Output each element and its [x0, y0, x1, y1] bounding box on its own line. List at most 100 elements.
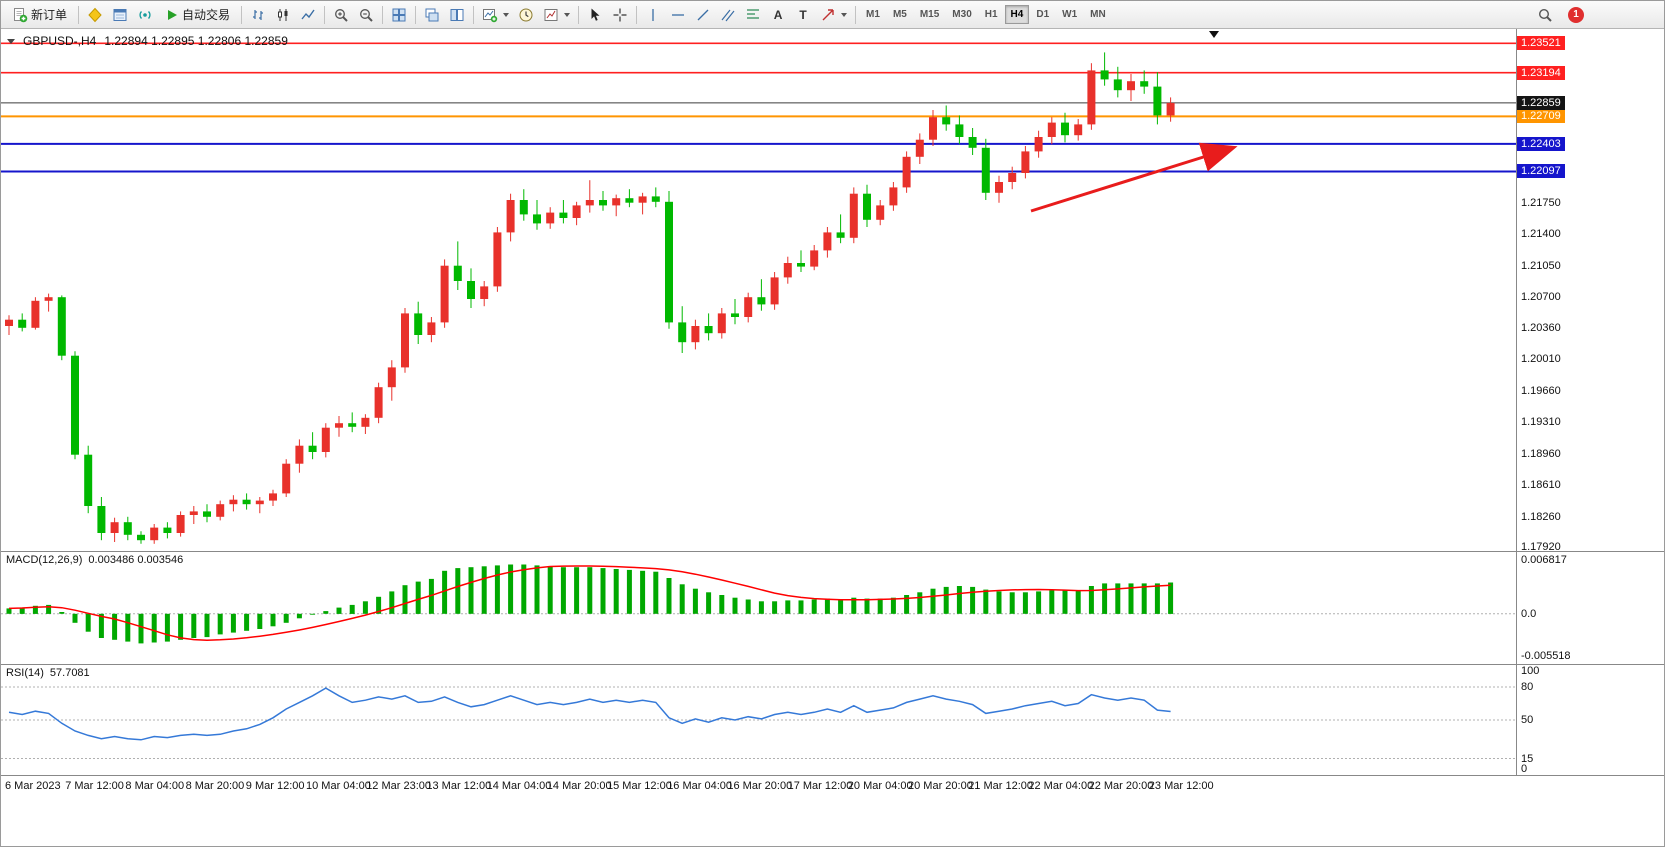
- chevron-down-icon: [564, 12, 571, 17]
- time-label: 15 Mar 12:00: [607, 780, 672, 792]
- new-order-button[interactable]: 新订单: [5, 4, 74, 26]
- timeframe-button-mn[interactable]: MN: [1084, 5, 1112, 24]
- price-level-badge: 1.22403: [1517, 136, 1565, 151]
- market-watch-icon: [87, 7, 103, 23]
- vertical-line-icon: [645, 7, 661, 23]
- time-label: 17 Mar 12:00: [787, 780, 853, 792]
- template-chart-icon: [543, 7, 559, 23]
- trendline-icon: [695, 7, 711, 23]
- cascade-windows-button[interactable]: [420, 4, 444, 26]
- toolbar-separator: [415, 5, 417, 24]
- zoom-out-button[interactable]: [354, 4, 378, 26]
- label-tool-button[interactable]: T: [791, 4, 815, 26]
- timeframe-button-h4[interactable]: H4: [1004, 5, 1030, 24]
- templates-button[interactable]: [539, 4, 574, 26]
- current-price-badge: 1.22859: [1517, 95, 1565, 110]
- timeframe-button-m1[interactable]: M1: [860, 5, 886, 24]
- zoom-in-button[interactable]: [329, 4, 353, 26]
- time-axis[interactable]: 6 Mar 2023 7 Mar 12:00 8 Mar 04:00 8 Mar 20…: [1, 776, 1516, 798]
- chart-shift-marker-icon[interactable]: [1209, 31, 1219, 38]
- rsi-scale-label: 0: [1521, 763, 1528, 775]
- toolbar-separator: [855, 5, 857, 24]
- time-label: 7 Mar 12:00: [65, 780, 124, 792]
- search-button[interactable]: [1533, 4, 1557, 26]
- signals-button[interactable]: [133, 4, 157, 26]
- autotrading-label: 自动交易: [182, 8, 231, 22]
- price-tick: 1.21400: [1521, 228, 1561, 241]
- price-tick: 1.18610: [1521, 479, 1561, 492]
- crosshair-button[interactable]: [608, 4, 632, 26]
- time-label: 20 Mar 04:00: [847, 780, 913, 792]
- timeframe-button-w1[interactable]: W1: [1056, 5, 1083, 24]
- time-label: 12 Mar 23:00: [366, 780, 432, 792]
- label-tool-icon: T: [799, 7, 807, 22]
- price-chart-canvas[interactable]: [1, 29, 1516, 551]
- timeframe-button-d1[interactable]: D1: [1030, 5, 1055, 24]
- line-chart-icon: [300, 7, 316, 23]
- toolbar-separator: [578, 5, 580, 24]
- price-level-badge: 1.23521: [1517, 36, 1565, 51]
- macd-axis[interactable]: 0.006817 0.0 -0.005518: [1516, 552, 1664, 665]
- price-level-badge: 1.23194: [1517, 65, 1565, 80]
- chevron-down-icon: [503, 12, 510, 17]
- price-tick: 1.17920: [1521, 541, 1561, 554]
- rsi-label: RSI(14): [6, 667, 44, 679]
- crosshair-icon: [612, 7, 628, 23]
- time-label: 8 Mar 20:00: [185, 780, 245, 792]
- clock-icon: [518, 7, 534, 23]
- cascade-windows-icon: [424, 7, 440, 23]
- price-tick: 1.21050: [1521, 259, 1561, 272]
- candlestick-chart-button[interactable]: [271, 4, 295, 26]
- zoom-in-icon: [333, 7, 349, 23]
- fibonacci-button[interactable]: [741, 4, 765, 26]
- tile-windows-button[interactable]: [387, 4, 411, 26]
- price-tick: 1.20700: [1521, 291, 1561, 304]
- period-button[interactable]: [514, 4, 538, 26]
- macd-panel: MACD(12,26,9) 0.003486 0.003546: [1, 552, 1516, 665]
- chevron-down-icon: [841, 12, 848, 17]
- toolbar-separator: [382, 5, 384, 24]
- line-chart-button[interactable]: [296, 4, 320, 26]
- toolbar-separator: [473, 5, 475, 24]
- autotrading-play-icon: [165, 8, 179, 22]
- data-window-button[interactable]: [108, 4, 132, 26]
- bar-chart-button[interactable]: [246, 4, 270, 26]
- timeframe-button-h1[interactable]: H1: [979, 5, 1004, 24]
- vertical-line-button[interactable]: [641, 4, 665, 26]
- time-label: 9 Mar 12:00: [245, 780, 305, 792]
- zoom-out-icon: [358, 7, 374, 23]
- cursor-button[interactable]: [583, 4, 607, 26]
- text-tool-icon: A: [773, 7, 783, 22]
- macd-canvas[interactable]: [1, 552, 1516, 664]
- time-label: 22 Mar 04:00: [1028, 780, 1094, 792]
- price-chart-panel: GBPUSD-,H4 1.22894 1.22895 1.22806 1.228…: [1, 29, 1516, 552]
- tile-vertical-icon: [449, 7, 465, 23]
- time-label: 10 Mar 04:00: [306, 780, 371, 792]
- price-axis[interactable]: 1.21750 1.21400 1.21050 1.20700 1.20360 1.200…: [1516, 29, 1664, 554]
- new-chart-button[interactable]: [478, 4, 513, 26]
- notification-badge[interactable]: 1: [1568, 6, 1584, 23]
- macd-scale-max: 0.006817: [1521, 554, 1567, 566]
- timeframe-button-m15[interactable]: M15: [914, 5, 945, 24]
- channel-button[interactable]: [716, 4, 740, 26]
- market-watch-button[interactable]: [83, 4, 107, 26]
- timeframe-button-m30[interactable]: M30: [946, 5, 977, 24]
- channel-icon: [720, 7, 736, 23]
- horizontal-line-button[interactable]: [666, 4, 690, 26]
- text-tool-button[interactable]: A: [766, 4, 790, 26]
- fibonacci-icon: [745, 7, 761, 23]
- symbol-title: GBPUSD-,H4: [23, 34, 97, 48]
- rsi-scale-label: 80: [1521, 681, 1534, 693]
- rsi-canvas[interactable]: [1, 665, 1516, 775]
- rsi-axis[interactable]: 100 80 50 15 0: [1516, 665, 1664, 776]
- tile-vertical-button[interactable]: [445, 4, 469, 26]
- trendline-button[interactable]: [691, 4, 715, 26]
- bar-chart-icon: [250, 7, 266, 23]
- autotrading-button[interactable]: 自动交易: [158, 4, 237, 26]
- timeframe-button-m5[interactable]: M5: [887, 5, 913, 24]
- arrows-tool-button[interactable]: [816, 4, 851, 26]
- time-label: 21 Mar 12:00: [968, 780, 1034, 792]
- collapse-triangle-icon[interactable]: [7, 38, 15, 44]
- time-label: 22 Mar 20:00: [1088, 780, 1154, 792]
